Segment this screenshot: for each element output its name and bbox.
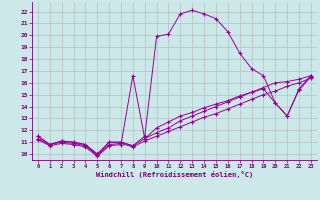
X-axis label: Windchill (Refroidissement éolien,°C): Windchill (Refroidissement éolien,°C) — [96, 171, 253, 178]
